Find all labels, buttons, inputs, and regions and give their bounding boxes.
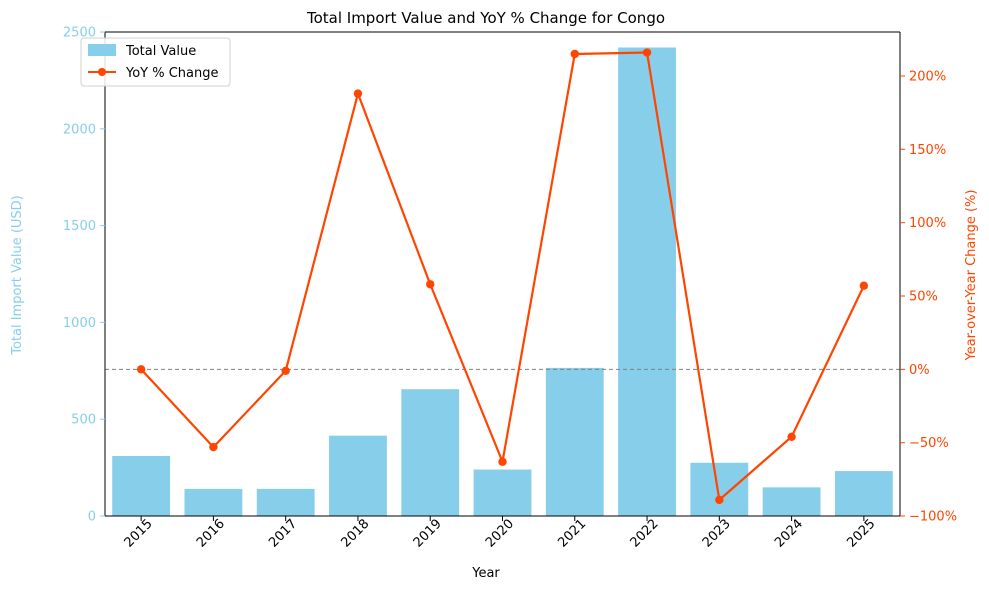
- yoy-point-2018: [353, 89, 363, 98]
- yoy-change-line: [140, 51, 865, 501]
- bar-2015: [112, 455, 171, 516]
- yoy-point-2021: [570, 49, 579, 59]
- y-tick-label-right-3: 50%: [909, 290, 938, 305]
- legend-frame: [80, 37, 231, 87]
- yoy-point-2022: [642, 48, 652, 57]
- x-tick-label-2020: 2020: [483, 517, 517, 551]
- y-tick-label-left-1000: 1000: [63, 316, 96, 331]
- yoy-point-2015: [136, 365, 146, 374]
- bar-2024: [762, 487, 821, 516]
- legend-swatch-total-value: [88, 44, 116, 56]
- yoy-point-2016: [209, 442, 218, 452]
- bar-2022: [618, 47, 676, 517]
- yoy-point-2025: [859, 281, 869, 290]
- yoy-point-2020: [498, 457, 507, 466]
- x-tick-label-2022: 2022: [628, 517, 662, 551]
- x-tick-label-2018: 2018: [338, 517, 372, 551]
- y-tick-label-right-6: 200%: [909, 70, 946, 85]
- bar-2021: [545, 367, 604, 516]
- y-tick-label-right-5: 150%: [909, 143, 946, 158]
- y-tick-label-left-1500: 1500: [63, 219, 96, 234]
- yoy-point-2023: [715, 495, 724, 505]
- y-tick-label-right-1: −50%: [909, 436, 949, 451]
- x-axis-label: Year: [471, 566, 500, 581]
- y-axis-left-label: Total Import Value (USD): [10, 195, 25, 356]
- bar-2025: [834, 471, 893, 516]
- bar-2016: [184, 488, 243, 516]
- legend-swatch-yoy-marker: [98, 68, 106, 76]
- legend-label-total-value: Total Value: [125, 44, 196, 59]
- y-tick-label-right-2: 0%: [909, 363, 930, 378]
- bar-2019: [401, 389, 460, 516]
- bar-2023: [690, 462, 749, 516]
- plot-area: 2015 2016 2017 2018 2019 2020 2021 2022 2023 2024…: [63, 26, 957, 551]
- y-tick-label-right-0: −100%: [909, 510, 957, 525]
- y-tick-label-left-0: 0: [88, 510, 96, 525]
- x-tick-label-2017: 2017: [266, 517, 300, 551]
- bar-2018: [329, 435, 387, 516]
- x-tick-label-2024: 2024: [772, 517, 806, 551]
- x-tick-label-2023: 2023: [700, 517, 734, 551]
- y-tick-label-left-2500: 2500: [63, 26, 96, 41]
- bar-2020: [473, 469, 532, 516]
- y-tick-label-left-500: 500: [71, 413, 96, 428]
- yoy-point-2019: [426, 280, 435, 289]
- legend-label-yoy-change: YoY % Change: [125, 66, 219, 81]
- chart-title: Total Import Value and YoY % Change for …: [306, 9, 665, 27]
- x-tick-label-2019: 2019: [411, 517, 445, 551]
- y-tick-label-right-4: 100%: [909, 216, 946, 231]
- x-tick-label-2025: 2025: [844, 517, 878, 551]
- x-tick-label-2015: 2015: [122, 517, 156, 551]
- yoy-point-2024: [787, 432, 796, 441]
- x-tick-label-2016: 2016: [194, 517, 228, 551]
- bar-2017: [256, 488, 315, 516]
- y-axis-right-label: Year-over-Year Change (%): [964, 190, 979, 362]
- y-tick-label-left-2000: 2000: [63, 122, 96, 137]
- yoy-point-2017: [281, 366, 290, 375]
- x-tick-label-2021: 2021: [555, 517, 589, 551]
- legend: Total Value YoY % Change: [80, 37, 231, 87]
